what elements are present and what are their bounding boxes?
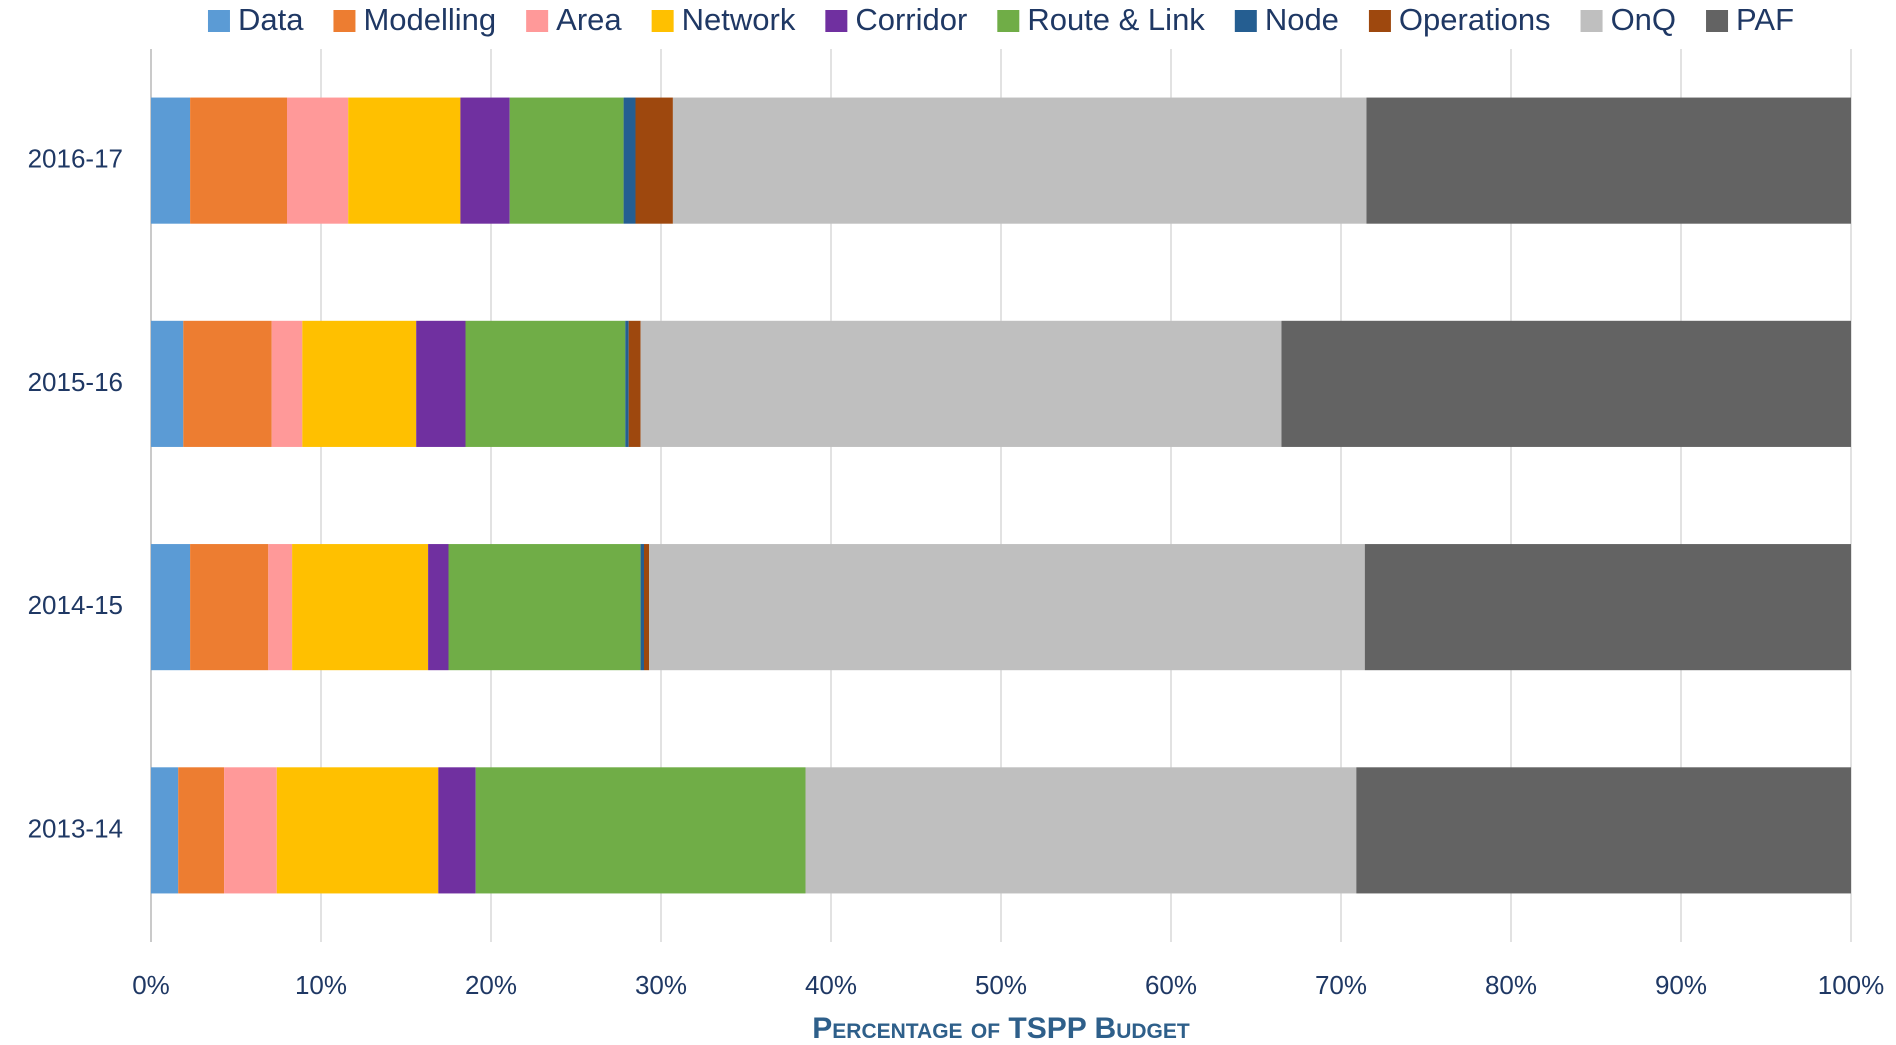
- bar-segment: [438, 767, 476, 894]
- bar-segment: [151, 320, 184, 447]
- bar-segment: [151, 97, 191, 224]
- legend: Data Modelling Area Network Corridor Route & …: [207, 2, 1794, 37]
- legend-label: OnQ: [1611, 2, 1676, 37]
- bar-segment: [416, 320, 466, 447]
- legend-label: Corridor: [855, 2, 967, 37]
- bar-segment: [178, 767, 225, 894]
- bar-segment: [625, 320, 629, 447]
- bar-segment: [635, 97, 673, 224]
- y-tick-label: 2013-14: [28, 813, 123, 843]
- bar-segment: [287, 97, 349, 224]
- x-tick-label: 100%: [1818, 970, 1885, 1000]
- bar-segment: [628, 320, 641, 447]
- bar-segment: [465, 320, 626, 447]
- x-tick-label: 20%: [465, 970, 517, 1000]
- bar-segment: [348, 97, 461, 224]
- x-tick-label: 90%: [1655, 970, 1707, 1000]
- x-tick-label: 10%: [295, 970, 347, 1000]
- legend-swatch: [333, 10, 356, 32]
- x-tick-label: 40%: [805, 970, 857, 1000]
- x-axis-title: Percentage of TSPP Budget: [812, 1012, 1190, 1045]
- legend-swatch: [825, 10, 848, 32]
- bar-segment: [460, 97, 510, 224]
- bar-segment: [644, 544, 650, 671]
- bar-segment: [276, 767, 439, 894]
- bar-segment: [640, 320, 1282, 447]
- legend-swatch: [651, 10, 674, 32]
- bar-segment: [292, 544, 429, 671]
- bar-segment: [183, 320, 272, 447]
- legend-label: Modelling: [363, 2, 496, 37]
- y-tick-label: 2014-15: [28, 590, 123, 620]
- bar-segment: [151, 767, 179, 894]
- legend-label: Area: [556, 2, 622, 37]
- x-tick-label: 0%: [132, 970, 170, 1000]
- legend-label: Network: [682, 2, 796, 37]
- y-tick-label: 2016-17: [28, 144, 123, 174]
- legend-swatch: [526, 10, 549, 32]
- y-tick-label: 2015-16: [28, 367, 123, 397]
- bar-segment: [268, 544, 293, 671]
- bar-segment: [1364, 544, 1851, 671]
- bar-segment: [302, 320, 417, 447]
- bar-segment: [1281, 320, 1851, 447]
- bar-segment: [428, 544, 449, 671]
- x-tick-label: 70%: [1315, 970, 1367, 1000]
- bar-segment: [672, 97, 1367, 224]
- bar-segment: [623, 97, 636, 224]
- legend-swatch: [1234, 10, 1257, 32]
- legend-label: PAF: [1736, 2, 1794, 37]
- bar-segment: [1366, 97, 1851, 224]
- bar-segment: [1356, 767, 1851, 894]
- legend-label: Data: [238, 2, 304, 37]
- bar-segment: [509, 97, 624, 224]
- x-tick-label: 30%: [635, 970, 687, 1000]
- bar-segment: [448, 544, 641, 671]
- bar-segment: [475, 767, 806, 894]
- bar-segment: [151, 544, 191, 671]
- x-tick-label: 50%: [975, 970, 1027, 1000]
- legend-swatch: [207, 10, 230, 32]
- bar-segment: [224, 767, 277, 894]
- x-tick-label: 80%: [1485, 970, 1537, 1000]
- legend-swatch: [1706, 10, 1729, 32]
- legend-label: Node: [1265, 2, 1339, 37]
- legend-label: Route & Link: [1027, 2, 1205, 37]
- legend-swatch: [997, 10, 1020, 32]
- legend-swatch: [1580, 10, 1603, 32]
- bar-segment: [190, 97, 287, 224]
- bar-segment: [271, 320, 303, 447]
- bar-segment: [649, 544, 1365, 671]
- x-tick-label: 60%: [1145, 970, 1197, 1000]
- legend-swatch: [1368, 10, 1391, 32]
- legend-label: Operations: [1399, 2, 1551, 37]
- bar-segment: [805, 767, 1357, 894]
- bar-segment: [190, 544, 269, 671]
- bar-segment: [640, 544, 644, 671]
